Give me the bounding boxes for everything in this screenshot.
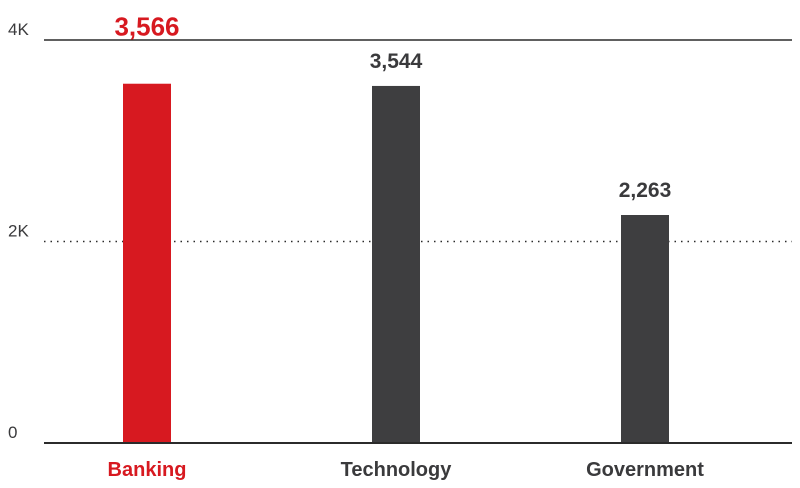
y-tick-label: 0 [8,423,17,442]
value-label-government: 2,263 [619,179,672,202]
y-tick-label: 2K [8,222,29,241]
category-label-technology: Technology [341,459,453,481]
value-label-technology: 3,544 [370,50,423,73]
bar-technology [372,85,420,443]
value-label-banking: 3,566 [114,12,179,42]
value-labels: 3,566 3,544 2,263 [114,12,671,202]
y-tick-label: 4K [8,20,29,39]
bar-government [621,215,669,443]
category-labels: Banking Technology Government [108,459,705,481]
category-label-banking: Banking [108,459,187,481]
y-axis-ticks: 0 2K 4K [8,20,29,442]
bars [123,83,669,444]
category-label-government: Government [586,459,704,481]
bar-banking [123,83,171,444]
